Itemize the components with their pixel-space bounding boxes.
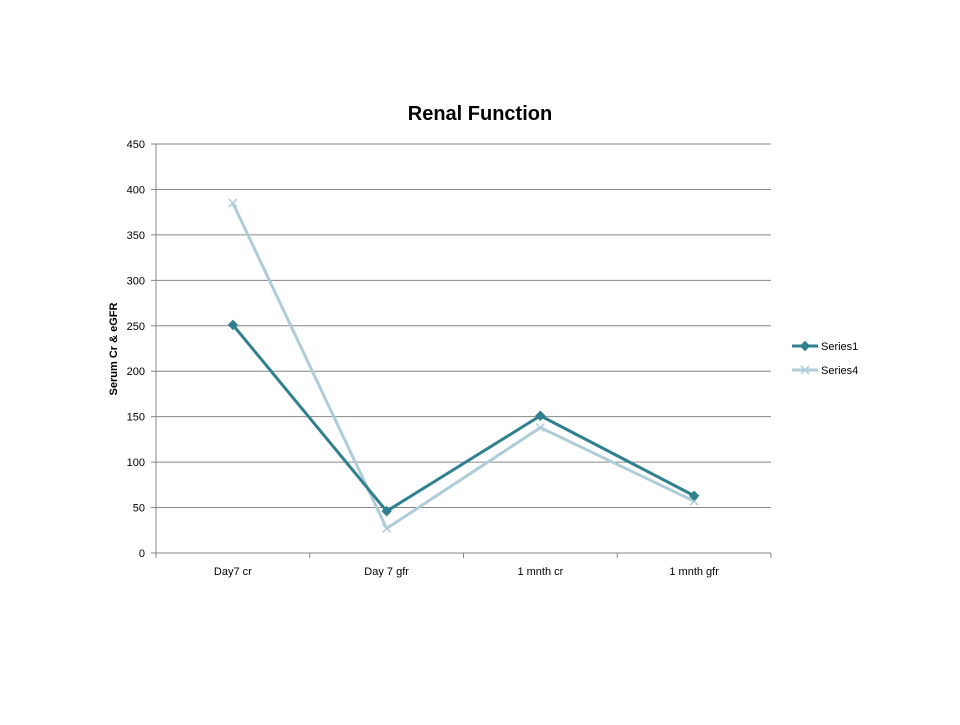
legend-label-series1: Series1	[821, 341, 858, 353]
x-marker-stroke	[535, 423, 545, 433]
axes	[151, 143, 772, 558]
series-line-series4	[231, 202, 695, 530]
legend-marker-series4	[800, 365, 810, 375]
legend-marker-series1	[799, 340, 811, 352]
data-point-series1	[227, 319, 239, 331]
data-point-series4	[382, 523, 392, 533]
x-marker-stroke	[228, 198, 238, 208]
y-tick-label: 150	[127, 412, 145, 424]
data-point-series4	[228, 198, 238, 208]
data-point-series1	[688, 490, 700, 501]
y-tick-labels: 0 50 100 150 200 250 300 350 400 450	[127, 139, 145, 560]
x-tick-label: 1 mnth gfr	[669, 566, 719, 578]
y-tick-label: 100	[127, 457, 145, 469]
y-tick-label: 400	[127, 184, 145, 196]
data-point-series4	[689, 496, 699, 506]
y-tick-label: 50	[133, 503, 145, 515]
data-point-series1	[381, 505, 392, 517]
legend-label-series4: Series4	[821, 365, 858, 377]
x-tick-label: Day7 cr	[214, 566, 252, 578]
y-tick-label: 350	[127, 230, 145, 242]
x-marker-stroke	[689, 496, 699, 506]
series-line-series1	[231, 323, 695, 513]
data-point-series4	[535, 423, 545, 433]
y-tick-label: 200	[127, 366, 145, 378]
gridlines	[156, 143, 771, 509]
y-tick-label: 300	[127, 275, 145, 287]
y-axis-label: Serum Cr & eGFR	[108, 302, 120, 395]
x-marker-stroke	[800, 365, 810, 375]
legend: Series1 Series4	[792, 340, 858, 377]
y-tick-label: 250	[127, 321, 145, 333]
x-tick-labels: Day7 cr Day 7 gfr 1 mnth cr 1 mnth gfr	[214, 566, 719, 578]
series-lines	[227, 198, 700, 533]
x-tick-label: 1 mnth cr	[517, 566, 563, 578]
x-marker-stroke	[382, 523, 392, 533]
chart-title: Renal Function	[408, 103, 552, 125]
y-tick-label: 450	[127, 139, 145, 151]
x-tick-label: Day 7 gfr	[364, 566, 409, 578]
data-point-series1	[535, 410, 546, 421]
y-tick-label: 0	[139, 548, 145, 560]
